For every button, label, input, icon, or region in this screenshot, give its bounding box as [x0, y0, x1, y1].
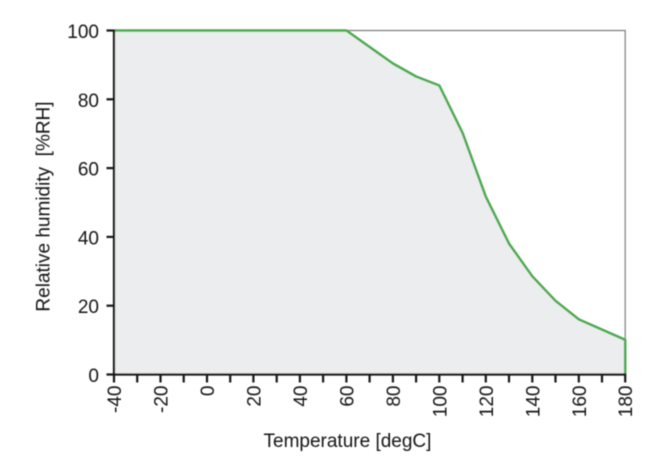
svg-text:0: 0	[88, 366, 99, 387]
svg-text:-40: -40	[105, 386, 126, 413]
svg-text:100: 100	[430, 386, 451, 418]
svg-text:40: 40	[78, 228, 99, 249]
svg-text:100: 100	[67, 22, 99, 43]
svg-text:Relative humidity [%RH]: Relative humidity [%RH]	[34, 101, 55, 311]
svg-text:80: 80	[384, 386, 405, 407]
svg-text:120: 120	[477, 386, 498, 418]
svg-text:60: 60	[337, 386, 358, 407]
svg-text:180: 180	[616, 386, 637, 418]
svg-text:0: 0	[198, 386, 219, 397]
svg-text:80: 80	[78, 91, 99, 112]
svg-text:Temperature [degC]: Temperature [degC]	[264, 431, 432, 452]
svg-text:20: 20	[244, 386, 265, 407]
svg-text:60: 60	[78, 160, 99, 181]
svg-text:160: 160	[570, 386, 591, 418]
svg-text:20: 20	[78, 297, 99, 318]
svg-text:140: 140	[523, 386, 544, 418]
svg-text:40: 40	[291, 386, 312, 407]
svg-text:-20: -20	[152, 386, 173, 413]
